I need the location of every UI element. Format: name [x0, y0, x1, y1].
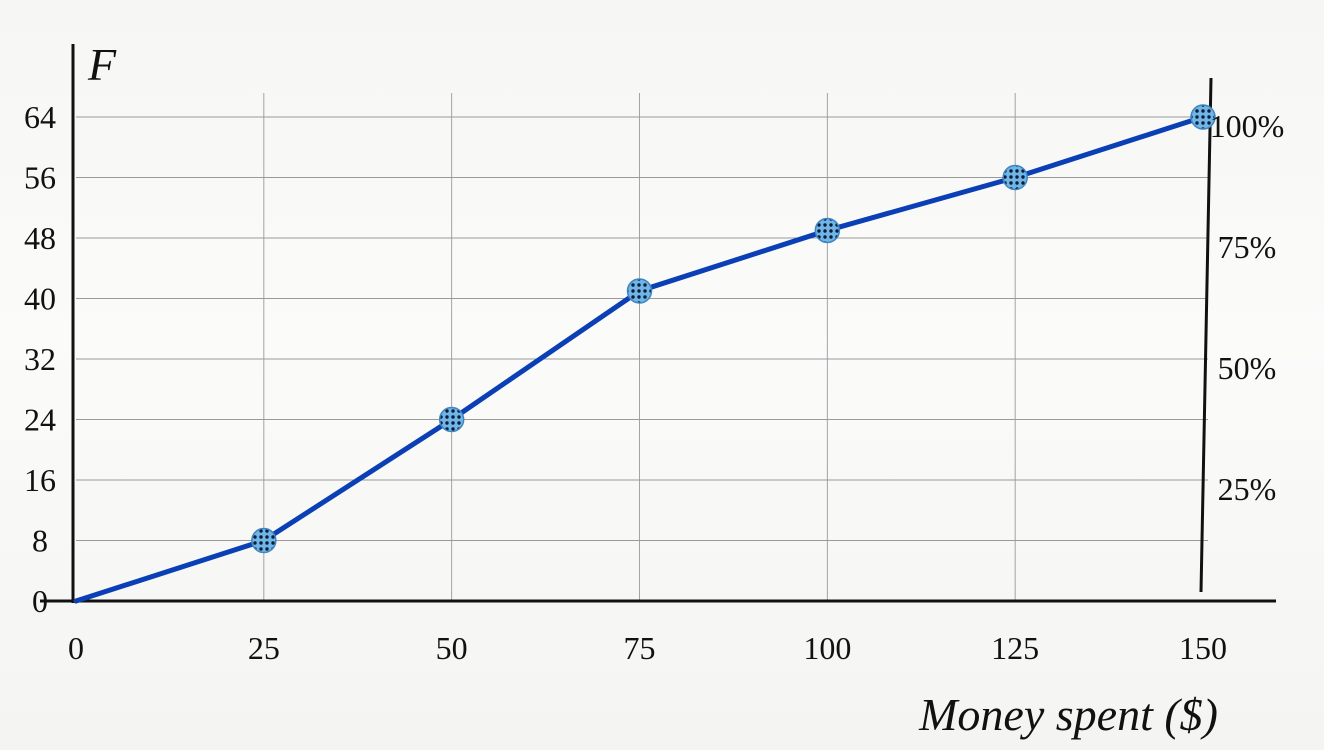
percent-tick-label: 75% [1218, 229, 1277, 265]
axes [40, 44, 1276, 603]
data-point [438, 406, 465, 433]
x-axis-title: Money spent ($) [918, 689, 1218, 740]
x-tick-label: 150 [1179, 630, 1227, 666]
x-tick-label: 0 [68, 630, 84, 666]
y-tick-label: 16 [24, 462, 56, 498]
percent-tick-label: 50% [1218, 350, 1277, 386]
y-tick-label: 8 [32, 523, 48, 559]
x-tick-label: 75 [624, 630, 656, 666]
y-tick-label: 48 [24, 220, 56, 256]
percent-tick-label: 100% [1210, 108, 1285, 144]
y-tick-label: 32 [24, 341, 56, 377]
x-tick-label: 125 [991, 630, 1039, 666]
y-tick-label: 40 [24, 281, 56, 317]
y-tick-label: 0 [32, 583, 48, 619]
labels: F Money spent ($) 0 8 16 24 32 40 48 56 64 0 25 50 7… [24, 39, 1284, 740]
y-tick-label: 24 [24, 402, 56, 438]
y-axis-title: F [87, 39, 117, 90]
plot-area [73, 104, 1216, 604]
y-tick-label: 56 [24, 160, 56, 196]
data-point [626, 278, 653, 304]
data-point [814, 217, 841, 244]
y-tick-label: 64 [24, 99, 56, 135]
data-point [1002, 164, 1028, 191]
percent-tick-label: 25% [1218, 471, 1277, 507]
data-point [251, 527, 277, 554]
x-tick-label: 50 [436, 630, 468, 666]
secondary-y-axis-line [1199, 77, 1213, 593]
x-tick-label: 100 [803, 630, 851, 666]
x-tick-label: 25 [248, 630, 280, 666]
data-point [1190, 104, 1216, 130]
